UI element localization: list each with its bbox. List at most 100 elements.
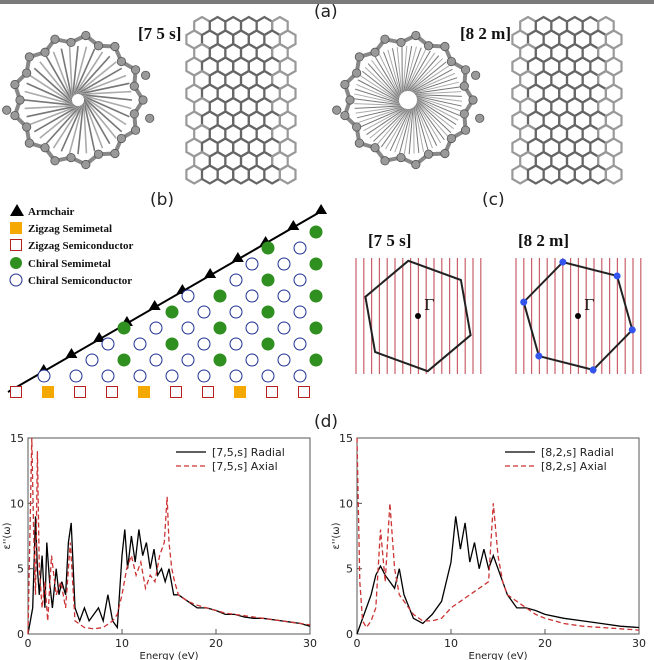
carbon-atom (10, 110, 20, 121)
spiral-line (380, 104, 412, 148)
spiral-line (356, 83, 405, 105)
y-tick-label: 0 (346, 628, 353, 641)
carbon-atom (130, 65, 141, 75)
y-tick-label: 10 (10, 497, 24, 510)
spiral-line (394, 103, 413, 153)
k-point (628, 326, 636, 334)
spiral-line (76, 67, 123, 95)
carbon-atom (22, 68, 32, 78)
spiral-line (403, 102, 414, 154)
carbon-atom (446, 133, 457, 144)
zigzag-semiconductor-mark (10, 386, 22, 398)
zigzag-semimetal-mark (138, 386, 150, 398)
carbon-atom (141, 70, 151, 80)
x-axis-label: Energy (eV) (140, 651, 199, 660)
tube-label-82m: [8 2 m] (460, 24, 511, 43)
legend-armchair: Armchair (28, 206, 75, 218)
spiral-line (376, 104, 412, 145)
carbon-atom (345, 95, 355, 105)
spiral-line (39, 105, 81, 139)
legend-chiral-semiconductor: Chiral Semiconductor (28, 275, 132, 287)
spiral-line (80, 93, 133, 101)
top-border (0, 0, 654, 4)
spiral-line (356, 105, 408, 119)
spiral-line (24, 90, 75, 106)
carbon-atom (396, 37, 406, 48)
chiral-semimetal-mark (261, 305, 275, 319)
carbon-atom (380, 156, 390, 166)
chart-75s-frame (27, 437, 311, 635)
carbon-atom (411, 159, 421, 170)
end-82m-group (332, 30, 485, 170)
chiral-semimetal-mark (117, 321, 131, 335)
end-75s-group (2, 30, 155, 170)
carbon-atom (15, 95, 25, 105)
k-point (613, 272, 621, 280)
carbon-atom (460, 65, 471, 75)
spiral-line (396, 47, 403, 99)
spiral-line (374, 56, 403, 102)
carbon-atom (40, 143, 50, 153)
carbon-atom (352, 122, 362, 132)
spiral-line (389, 104, 413, 152)
hex-cell (604, 164, 623, 185)
bz-label-75s: [7 5 s] (368, 231, 412, 250)
spiral-line (75, 61, 117, 95)
spiral-line (45, 104, 82, 145)
spiral-line (413, 98, 445, 141)
spiral-line (68, 46, 74, 99)
chiral-semiconductor-mark (197, 305, 211, 319)
spiral-line (413, 101, 420, 153)
carbon-atom (110, 148, 120, 159)
chiral-semiconductor-mark (293, 369, 307, 383)
spiral-line (354, 88, 405, 106)
gamma-point (575, 313, 581, 319)
spiral-line (26, 82, 75, 105)
carbon-atom (50, 156, 60, 166)
tube-hole (399, 91, 417, 109)
legend-zigzag-semiconductor: Zigzag Semiconductor (28, 240, 134, 252)
hex-cell (185, 164, 204, 185)
x-tick-label: 20 (538, 637, 552, 650)
chiral-semiconductor-mark (181, 289, 195, 303)
spiral-line (45, 55, 73, 102)
carbon-atom (332, 105, 342, 115)
spiral-line (409, 91, 462, 95)
chiral-semimetal-mark (309, 353, 323, 367)
spiral-line (410, 93, 462, 97)
chiral-semiconductor-legend-icon (9, 273, 23, 287)
x-tick-label: 0 (25, 637, 32, 650)
spiral-line (52, 51, 73, 101)
spiral-line (404, 52, 436, 96)
carbon-atom (50, 34, 60, 44)
carbon-atom (460, 125, 471, 135)
legend-label: [7,5,s] Radial (212, 446, 285, 459)
spiral-line (405, 58, 443, 95)
zigzag-semiconductor-mark (298, 386, 310, 398)
side-75s-group (185, 15, 297, 185)
spiral-line (359, 75, 404, 104)
carbon-atom (396, 152, 406, 163)
chiral-semiconductor-mark (37, 369, 51, 383)
chiral-semiconductor-mark (197, 337, 211, 351)
carbon-atom (130, 125, 141, 135)
zigzag-semiconductor-mark (170, 386, 182, 398)
chiral-semiconductor-mark (277, 353, 291, 367)
carbon-atom (24, 138, 34, 148)
hex-cell (589, 164, 608, 185)
spiral-line (357, 79, 404, 105)
chiral-semimetal-mark (213, 353, 227, 367)
spiral-line (364, 66, 403, 103)
chiral-semimetal-mark (165, 305, 179, 319)
spiral-line (366, 105, 410, 136)
chiral-semimetal-mark (261, 273, 275, 287)
chiral-semiconductor-mark (245, 257, 259, 271)
armchair-mark (204, 268, 217, 278)
spiral-line (81, 94, 132, 110)
carbon-atom (145, 113, 155, 123)
spiral-line (399, 103, 414, 154)
hex-cell (573, 164, 592, 185)
carbon-atom (370, 143, 380, 153)
spiral-line (360, 105, 409, 128)
spiral-line (60, 103, 83, 152)
